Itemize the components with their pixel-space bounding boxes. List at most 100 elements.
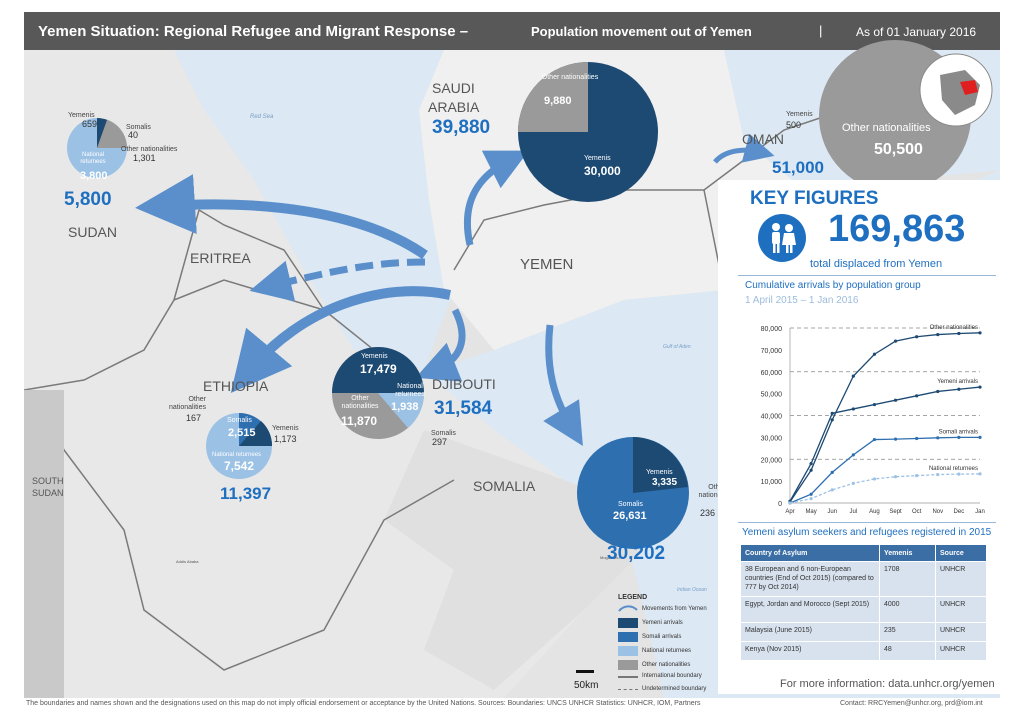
table-cell-source: UNHCR xyxy=(936,562,986,596)
oman-other-label: Other nationalities xyxy=(842,122,931,134)
eritrea-label: ERITREA xyxy=(190,250,251,266)
chart-point xyxy=(830,488,834,492)
arrow-to-oman xyxy=(713,133,775,164)
chart-xtick-label: Jul xyxy=(849,509,857,515)
djibouti-yemenis-value: 17,479 xyxy=(360,362,397,376)
somalia-pie-yemenis xyxy=(633,437,688,493)
sudan-other-label: Other nationalities xyxy=(121,146,178,153)
legend: LEGEND Movements from Yemen Yemeni arriv… xyxy=(614,594,718,694)
scale-bar-line xyxy=(576,670,594,673)
globe-highlight xyxy=(960,80,978,95)
arrow-to-eritrea xyxy=(249,258,426,302)
somalia-total: 30,202 xyxy=(607,543,666,564)
table-cell-country: 38 European and 6 non-European countries… xyxy=(741,562,879,596)
djibouti-pie-returnees xyxy=(378,393,425,428)
sudan-somalis-value: 40 xyxy=(128,130,139,140)
footer-contact: Contact: RRCYemen@unhcr.org, prd@iom.int xyxy=(840,700,983,707)
chart-ytick-label: 80,000 xyxy=(761,326,783,333)
header-bar: Yemen Situation: Regional Refugee and Mi… xyxy=(24,12,1000,50)
chart-point xyxy=(851,407,855,411)
arabian-peninsula xyxy=(419,50,804,350)
djibouti-pie-yemenis xyxy=(332,347,424,393)
chart-point xyxy=(872,402,877,407)
ethiopia-returnees-value: 7,542 xyxy=(224,459,255,473)
chart-point xyxy=(957,472,961,476)
legend-title: LEGEND xyxy=(618,594,648,601)
page-title: Yemen Situation: Regional Refugee and Mi… xyxy=(38,23,469,40)
table-cell-source: UNHCR xyxy=(936,623,986,641)
chart-point xyxy=(936,389,940,394)
ethiopia-other-value: 167 xyxy=(186,413,202,423)
chart-point xyxy=(851,374,855,378)
chart-ytick-label: 40,000 xyxy=(761,414,783,421)
saudi-yemenis-value: 30,000 xyxy=(584,164,621,178)
chart-ytick-label: 20,000 xyxy=(761,457,783,464)
ethiopia-returnees-label: National returnees xyxy=(212,452,262,458)
chart-point xyxy=(957,331,961,336)
saudi-name-line2: ARABIA xyxy=(428,99,480,115)
key-figures-title: KEY FIGURES xyxy=(750,188,879,209)
chart-xtick-label: May xyxy=(805,509,816,515)
oman-name: OMAN xyxy=(742,131,784,147)
chart-point xyxy=(957,387,961,391)
chart-point xyxy=(915,394,919,398)
table-header-source: Source xyxy=(936,545,986,561)
table-cell-yemenis: 4000 xyxy=(880,597,935,622)
table-cell-yemenis: 48 xyxy=(880,642,935,660)
djibouti-returnees-label: National returnees xyxy=(395,383,425,398)
arrow-to-saudi xyxy=(463,150,529,246)
chart-series-label: Somali arrivals xyxy=(939,429,978,435)
saudi-yemenis-label: Yemenis xyxy=(584,155,611,162)
ethiopia-name: ETHIOPIA xyxy=(203,378,269,394)
chart-point xyxy=(809,468,813,472)
table-cell-country: Kenya (Nov 2015) xyxy=(741,642,879,660)
chart-point xyxy=(893,398,898,402)
chart-point xyxy=(830,411,834,415)
oman-yemenis-label: Yemenis xyxy=(786,111,813,118)
chart-point xyxy=(936,332,940,337)
legend-undetermined-boundary: Undetermined boundary xyxy=(642,686,707,692)
somalia-somalis-value: 26,631 xyxy=(613,510,647,522)
legend-swatch-returnees xyxy=(618,646,638,656)
asylum-table: Country of Asylum Yemenis Source 38 Euro… xyxy=(740,544,987,661)
somalia-other-label: Other nationalities xyxy=(698,484,736,499)
chart-point xyxy=(851,453,855,457)
chart-point xyxy=(893,437,898,441)
chart-point xyxy=(957,435,961,439)
sudan-somalis-label: Somalis xyxy=(126,124,151,131)
ethiopia-south-border xyxy=(33,389,455,671)
chart-point xyxy=(936,472,940,477)
sudan-total: 5,800 xyxy=(64,189,112,210)
chart-ytick-label: 10,000 xyxy=(761,479,783,486)
legend-yemeni: Yemeni arrivals xyxy=(642,620,683,626)
chart-series-line xyxy=(789,332,981,503)
chart-point xyxy=(851,481,855,485)
divider xyxy=(738,275,996,276)
chart-point xyxy=(978,472,982,476)
chart-xtick-label: Jan xyxy=(975,509,985,515)
djibouti-yemenis-label: Yemenis xyxy=(361,353,388,360)
total-displaced-label: total displaced from Yemen xyxy=(810,258,943,270)
sudan-yemenis-value: 659 xyxy=(82,119,98,129)
table-cell-country: Egypt, Jordan and Morocco (Sept 2015) xyxy=(741,597,879,622)
chart-point xyxy=(978,435,982,439)
chart-point xyxy=(978,331,982,335)
table-cell-source: UNHCR xyxy=(936,642,986,660)
addis-ababa-label: Addis Ababa xyxy=(176,559,199,564)
chart-xtick-label: Jun xyxy=(827,509,837,515)
south-sudan-land xyxy=(24,390,64,698)
sudan-other-value: 1,301 xyxy=(133,153,156,163)
gulf-of-aden-label: Gulf of Aden xyxy=(663,344,691,350)
saudi-name-line1: SAUDI xyxy=(432,80,475,96)
legend-intl-boundary-line xyxy=(618,676,638,678)
table-header-row: Country of Asylum Yemenis Source xyxy=(741,545,986,561)
chart-ytick-label: 0 xyxy=(778,501,782,508)
chart-xtick-label: Nov xyxy=(932,509,943,515)
header-separator: | xyxy=(819,23,823,38)
chart-title: Cumulative arrivals by population group xyxy=(745,280,921,291)
somalia-other-value: 236 xyxy=(700,508,716,518)
total-displaced-number: 169,863 xyxy=(828,208,966,250)
chart-ytick-label: 70,000 xyxy=(761,348,783,355)
chart-point xyxy=(809,497,813,501)
more-info-link[interactable]: For more information: data.unhcr.org/yem… xyxy=(780,678,995,690)
